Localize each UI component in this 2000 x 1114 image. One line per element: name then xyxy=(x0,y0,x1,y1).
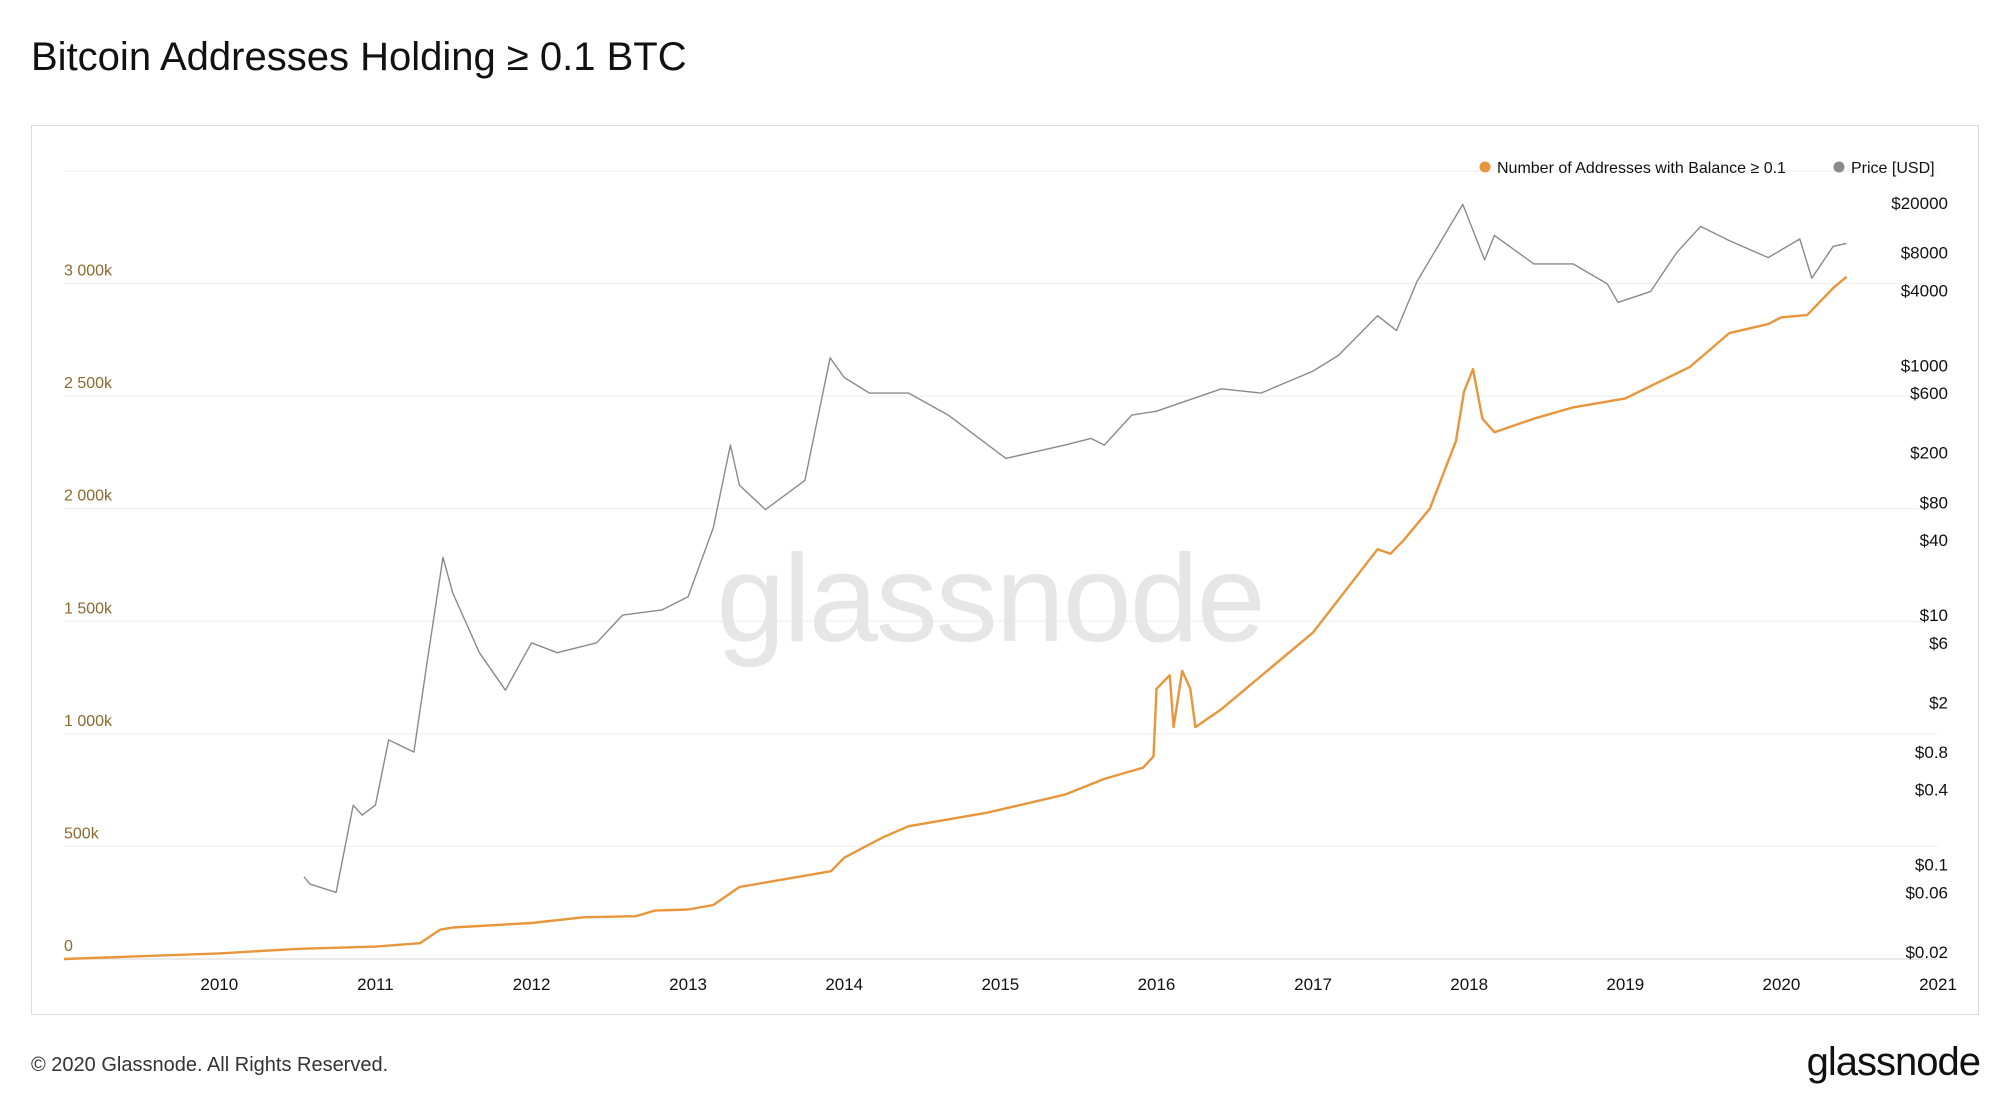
chart[interactable]: glassnode 0 500k 1 000k 1 500k 2 000k 2 500k 3… xyxy=(32,126,1978,1014)
right-tick-label: $80 xyxy=(1920,493,1948,512)
x-axis: 2010 2011 2012 2013 2014 2015 2016 2017 2018 2019… xyxy=(200,975,1957,994)
left-tick-label: 1 000k xyxy=(64,713,113,730)
x-tick-label: 2013 xyxy=(669,975,707,994)
legend-addresses: Number of Addresses with Balance ≥ 0.1 xyxy=(1479,160,1786,177)
series-addresses-line xyxy=(63,275,1848,961)
x-tick-label: 2018 xyxy=(1450,975,1488,994)
legend-label: Number of Addresses with Balance ≥ 0.1 xyxy=(1497,160,1786,177)
left-tick-label: 0 xyxy=(64,938,73,955)
x-tick-label: 2017 xyxy=(1294,975,1332,994)
glassnode-logo[interactable]: glassnode xyxy=(1806,1040,1981,1084)
series-price-line xyxy=(303,203,1847,894)
legend-marker xyxy=(1479,161,1491,173)
right-tick-label: $0.1 xyxy=(1915,856,1948,875)
right-tick-label: $0.8 xyxy=(1915,743,1948,762)
x-tick-label: 2016 xyxy=(1138,975,1176,994)
right-tick-label: $20000 xyxy=(1891,194,1948,213)
x-tick-label: 2020 xyxy=(1763,975,1801,994)
right-tick-label: $40 xyxy=(1920,531,1948,550)
right-tick-label: $0.4 xyxy=(1915,781,1948,800)
right-tick-label: $8000 xyxy=(1901,244,1948,263)
grid-lines xyxy=(64,170,1938,960)
x-tick-label: 2012 xyxy=(513,975,551,994)
x-tick-label: 2011 xyxy=(357,975,394,994)
left-axis: 0 500k 1 000k 1 500k 2 000k 2 500k 3 000k xyxy=(64,263,113,955)
right-tick-label: $1000 xyxy=(1901,356,1948,375)
right-axis: $20000 $8000 $4000 $1000 $600 $200 $80 $40 $10 $6… xyxy=(1891,194,1948,962)
right-tick-label: $0.02 xyxy=(1905,943,1948,962)
x-tick-label: 2015 xyxy=(981,975,1019,994)
legend-marker xyxy=(1833,161,1845,173)
right-tick-label: $2 xyxy=(1929,693,1948,712)
right-tick-label: $10 xyxy=(1920,606,1948,625)
x-tick-label: 2021 xyxy=(1919,975,1957,994)
left-tick-label: 2 500k xyxy=(64,375,113,392)
left-tick-label: 2 000k xyxy=(64,488,113,505)
right-tick-label: $200 xyxy=(1910,444,1948,463)
left-tick-label: 500k xyxy=(64,825,100,842)
legend-label: Price [USD] xyxy=(1851,160,1935,177)
x-tick-label: 2014 xyxy=(825,975,863,994)
page-title: Bitcoin Addresses Holding ≥ 0.1 BTC xyxy=(31,35,687,79)
right-tick-label: $6 xyxy=(1929,634,1948,653)
left-tick-label: 1 500k xyxy=(64,600,113,617)
right-tick-label: $4000 xyxy=(1901,281,1948,300)
chart-frame: glassnode 0 500k 1 000k 1 500k 2 000k 2 500k 3… xyxy=(31,125,1979,1015)
legend-price: Price [USD] xyxy=(1833,160,1935,177)
watermark-text: glassnode xyxy=(716,530,1263,668)
right-tick-label: $0.06 xyxy=(1905,883,1948,902)
x-tick-label: 2010 xyxy=(200,975,238,994)
x-tick-label: 2019 xyxy=(1606,975,1644,994)
legend: Number of Addresses with Balance ≥ 0.1 Pr… xyxy=(1479,160,1935,177)
right-tick-label: $600 xyxy=(1910,384,1948,403)
series-layer xyxy=(63,203,1848,961)
copyright-text: © 2020 Glassnode. All Rights Reserved. xyxy=(31,1054,389,1076)
left-tick-label: 3 000k xyxy=(64,263,113,280)
